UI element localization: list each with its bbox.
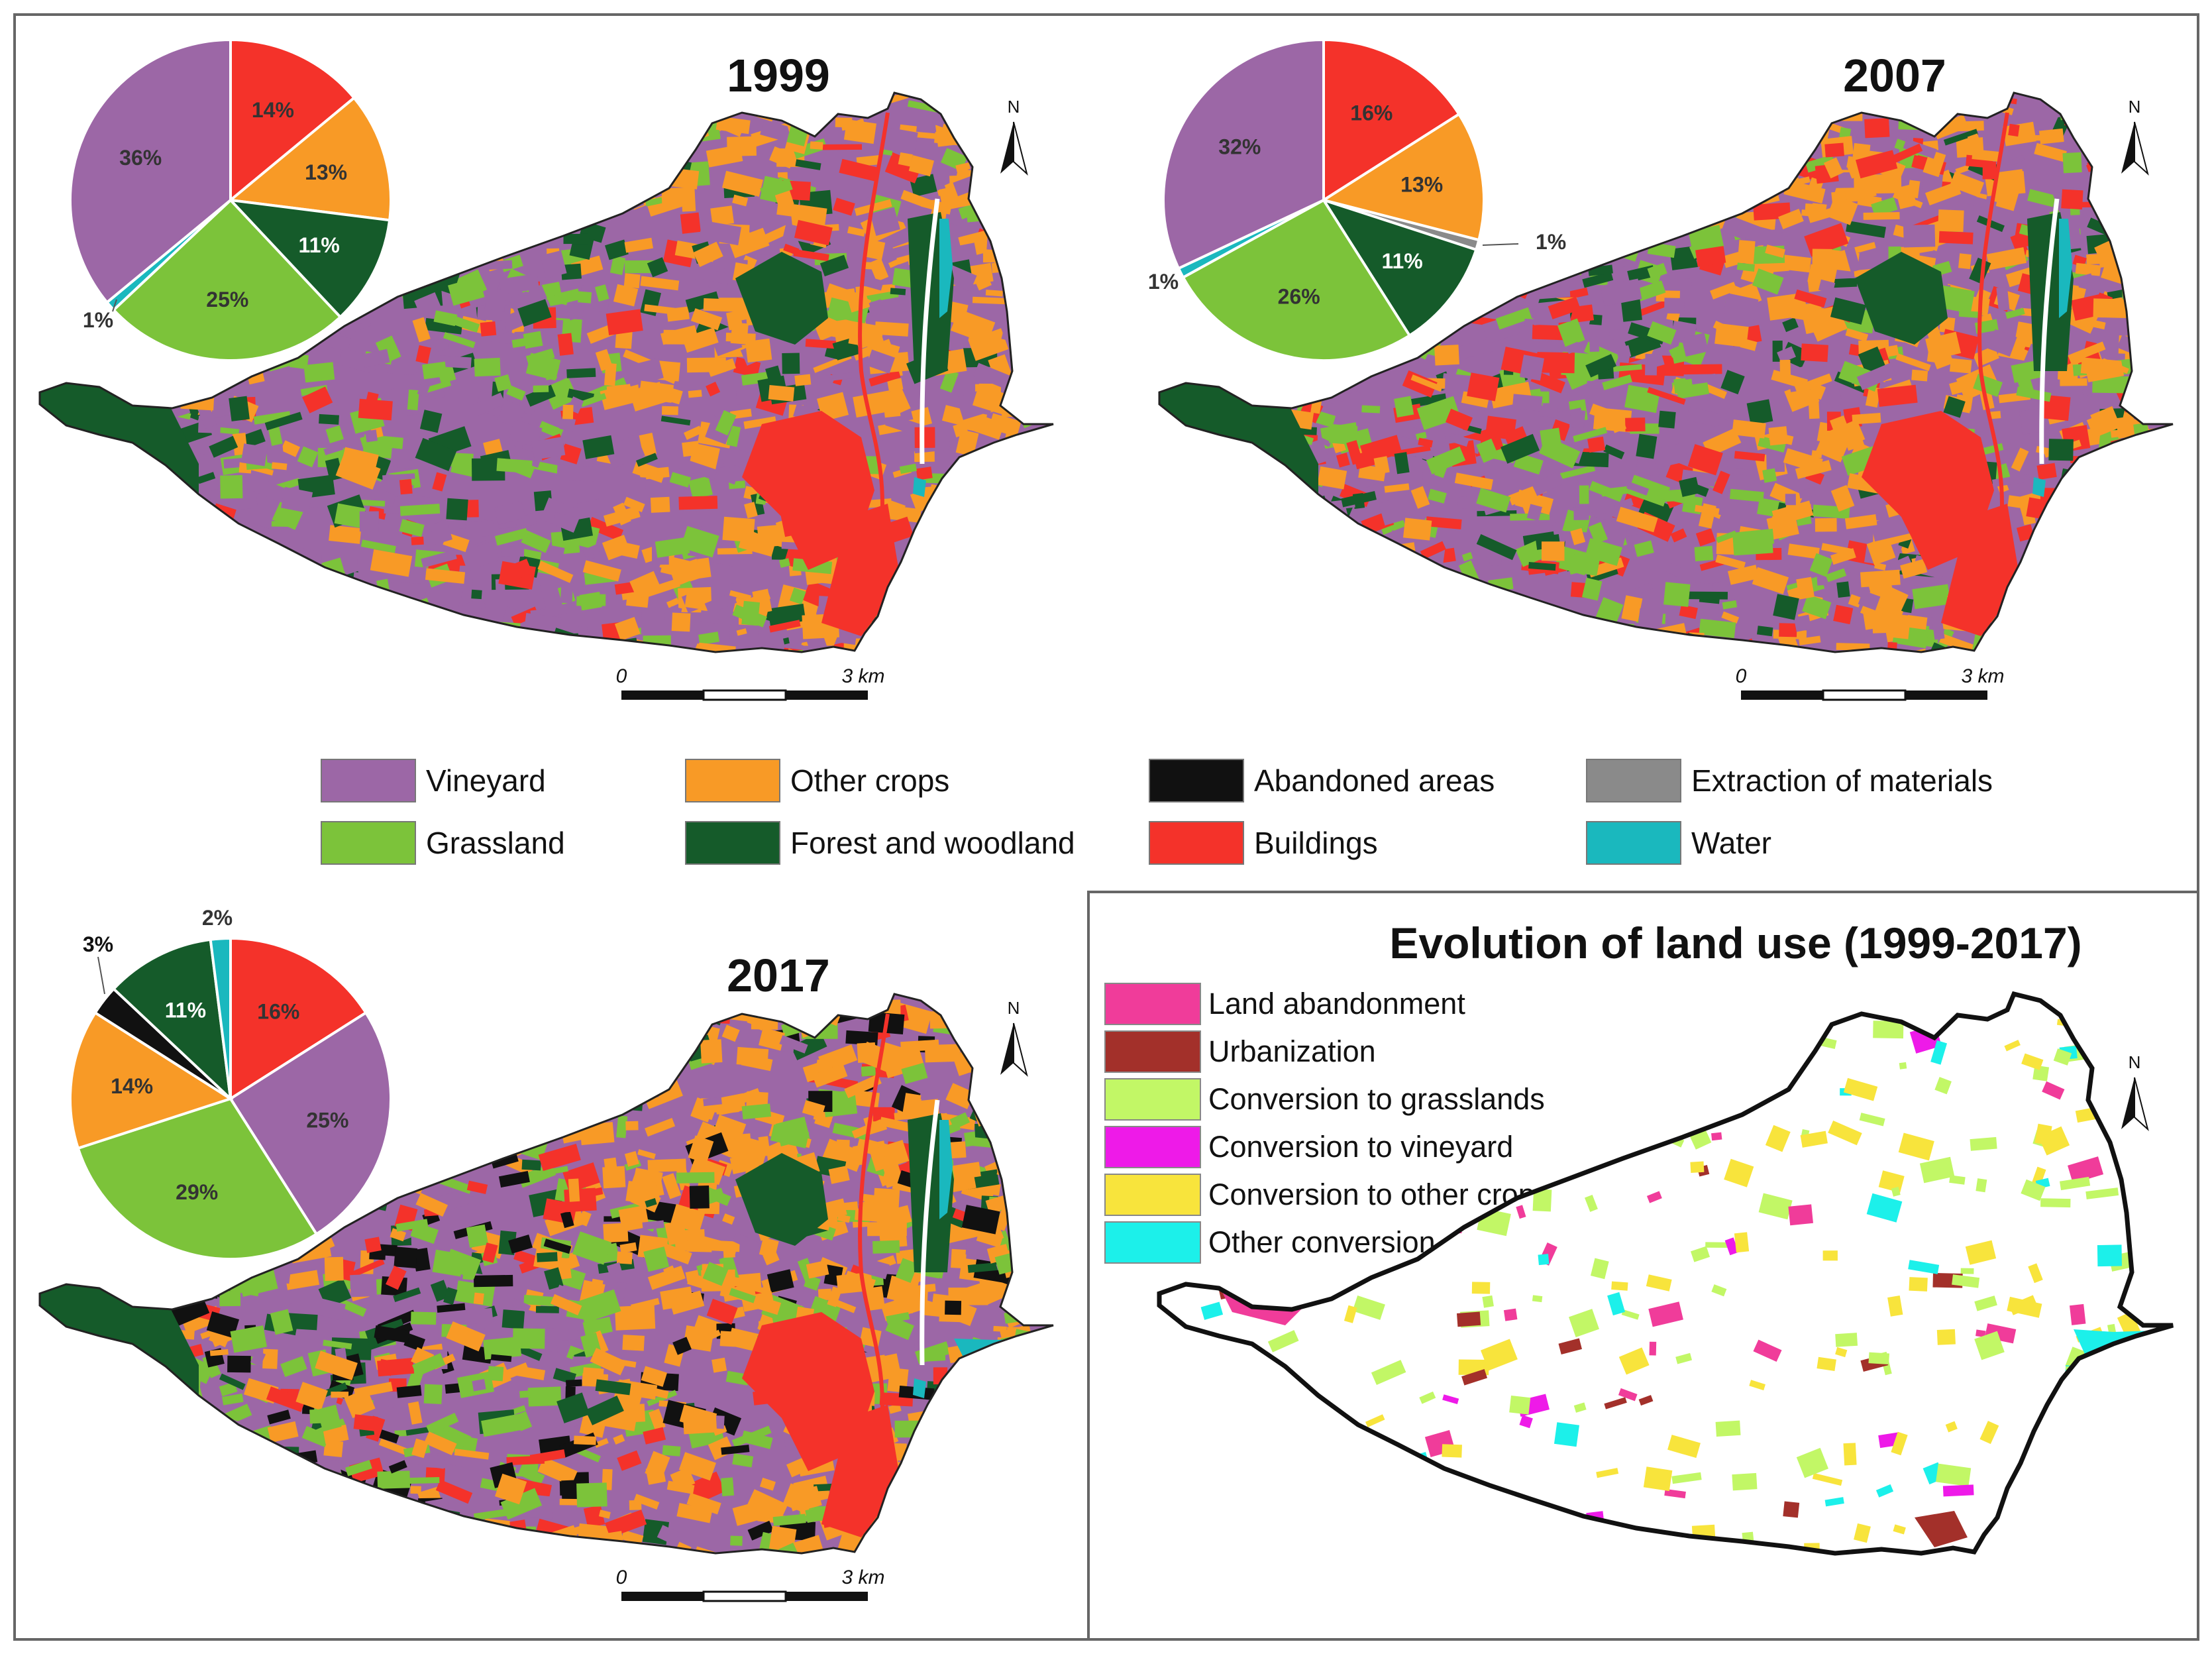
legend-swatch-4	[1149, 759, 1244, 802]
evolution-label-0: Land abandonment	[1208, 987, 1465, 1020]
pie-label-2007-0: 16%	[1350, 101, 1393, 125]
pie-chart-2017: 16% 25% 29% 14% 3% 11% 2%	[68, 906, 392, 1261]
legend-swatch-5	[1149, 821, 1244, 865]
map-year-1999: 1999	[727, 50, 830, 101]
pie-label-1999-0: 14%	[252, 98, 294, 122]
scale-end: 3 km	[841, 665, 884, 687]
pie-label-2007-1: 13%	[1400, 173, 1443, 197]
legend-label-7: Water	[1691, 826, 1771, 860]
pie-label-1999-2: 11%	[299, 233, 340, 257]
evolution-label-5: Other conversion	[1208, 1225, 1436, 1259]
pie-label-1999-1: 13%	[305, 160, 347, 184]
legend-swatch-6	[1586, 759, 1681, 802]
pie-slice-2017-5	[111, 938, 233, 1103]
legend-swatch-2	[685, 759, 780, 802]
land-use-legend: Vineyard Grassland Other crops Forest and w…	[321, 759, 1993, 865]
scale-start: 0	[616, 1567, 627, 1588]
north-label: N	[2129, 97, 2141, 117]
pie-label-1999-3: 25%	[206, 288, 248, 311]
evolution-label-2: Conversion to grasslands	[1208, 1082, 1545, 1116]
pie-label-2017-2: 29%	[176, 1180, 218, 1204]
legend-swatch-0	[321, 759, 416, 802]
pie-slice-2007-1	[1320, 112, 1486, 242]
evolution-title: Evolution of land use (1999-2017)	[1389, 918, 2081, 967]
scale-end: 3 km	[1961, 665, 2004, 687]
scale-bar-2007: 0 3 km	[1736, 665, 2005, 701]
legend-label-0: Vineyard	[426, 763, 546, 798]
pie-label-2017-0: 16%	[257, 1000, 299, 1024]
pie-slice-2007-0	[1322, 38, 1461, 203]
evolution-swatch-4	[1104, 1174, 1201, 1216]
pie-label-2017-3: 14%	[111, 1074, 153, 1098]
evolution-swatch-0	[1104, 983, 1201, 1025]
legend-label-3: Forest and woodland	[790, 826, 1075, 860]
pie-label-2017-5: 11%	[165, 998, 206, 1022]
pie-label-1999-4: 1%	[83, 308, 113, 332]
legend-swatch-7	[1586, 821, 1681, 865]
legend-label-1: Grassland	[426, 826, 565, 860]
pie-label-1999-5: 36%	[119, 146, 162, 170]
pie-slice-1999-5	[68, 38, 232, 305]
legend-label-6: Extraction of materials	[1691, 763, 1993, 798]
pie-slice-2017-6	[209, 936, 232, 1099]
pie-label-2017-6: 2%	[202, 906, 233, 930]
pie-label-2007-6: 32%	[1218, 135, 1261, 159]
pie-slice-2017-2	[76, 1097, 319, 1261]
legend-label-4: Abandoned areas	[1254, 763, 1495, 798]
pie-label-2007-2: 1%	[1536, 230, 1566, 254]
pie-label-2007-4: 26%	[1278, 284, 1320, 308]
north-label: N	[2129, 1052, 2141, 1072]
pie-label-2007-3: 11%	[1381, 249, 1422, 273]
pie-slice-2017-3	[68, 1011, 234, 1150]
north-arrow-2007: N	[2121, 97, 2149, 176]
map-year-2007: 2007	[1843, 50, 1946, 101]
north-arrow-evolution: N	[2121, 1052, 2149, 1131]
legend-label-2: Other crops	[790, 763, 949, 798]
pie-slice-2017-1	[229, 1011, 392, 1237]
scale-end: 3 km	[841, 1567, 884, 1588]
evolution-swatch-5	[1104, 1221, 1201, 1264]
pie-slice-1999-1	[227, 95, 392, 222]
evolution-label-4: Conversion to other crops	[1208, 1178, 1550, 1211]
pie-chart-2007: 16% 13% 1% 11% 26% 1% 32%	[1148, 38, 1566, 362]
legend-swatch-1	[321, 821, 416, 865]
pie-label-2017-1: 25%	[306, 1109, 348, 1132]
scale-start: 0	[616, 665, 627, 687]
pie-slice-1999-2	[227, 198, 392, 319]
evolution-swatch-1	[1104, 1030, 1201, 1073]
evolution-label-3: Conversion to vineyard	[1208, 1130, 1513, 1164]
map-year-2017: 2017	[727, 950, 830, 1001]
scale-bar-2017: 0 3 km	[616, 1567, 885, 1602]
pie-slice-2017-0	[229, 936, 368, 1101]
north-arrow-2017: N	[1000, 998, 1028, 1077]
pie-slice-2007-6	[1162, 38, 1325, 270]
pie-slice-1999-0	[229, 38, 356, 203]
pie-label-2017-4: 3%	[83, 932, 113, 956]
evolution-swatch-3	[1104, 1126, 1201, 1168]
north-label: N	[1008, 97, 1020, 117]
legend-swatch-3	[685, 821, 780, 865]
legend-label-5: Buildings	[1254, 826, 1378, 860]
pie-slice-2007-3	[1320, 197, 1478, 338]
pie-label-2007-5: 1%	[1148, 270, 1179, 294]
scale-bar-1999: 0 3 km	[616, 665, 885, 701]
north-arrow-1999: N	[1000, 97, 1028, 176]
evolution-label-1: Urbanization	[1208, 1034, 1376, 1068]
scale-start: 0	[1736, 665, 1747, 687]
pie-slice-2007-4	[1181, 198, 1412, 362]
evolution-swatch-2	[1104, 1078, 1201, 1121]
pie-chart-1999: 14% 13% 11% 25% 1% 36%	[68, 38, 392, 362]
north-label: N	[1008, 998, 1020, 1018]
pie-slice-1999-3	[111, 198, 342, 362]
